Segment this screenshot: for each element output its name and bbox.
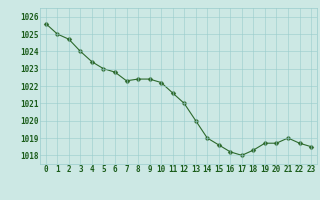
Text: Graphe pression niveau de la mer (hPa): Graphe pression niveau de la mer (hPa): [41, 185, 279, 195]
